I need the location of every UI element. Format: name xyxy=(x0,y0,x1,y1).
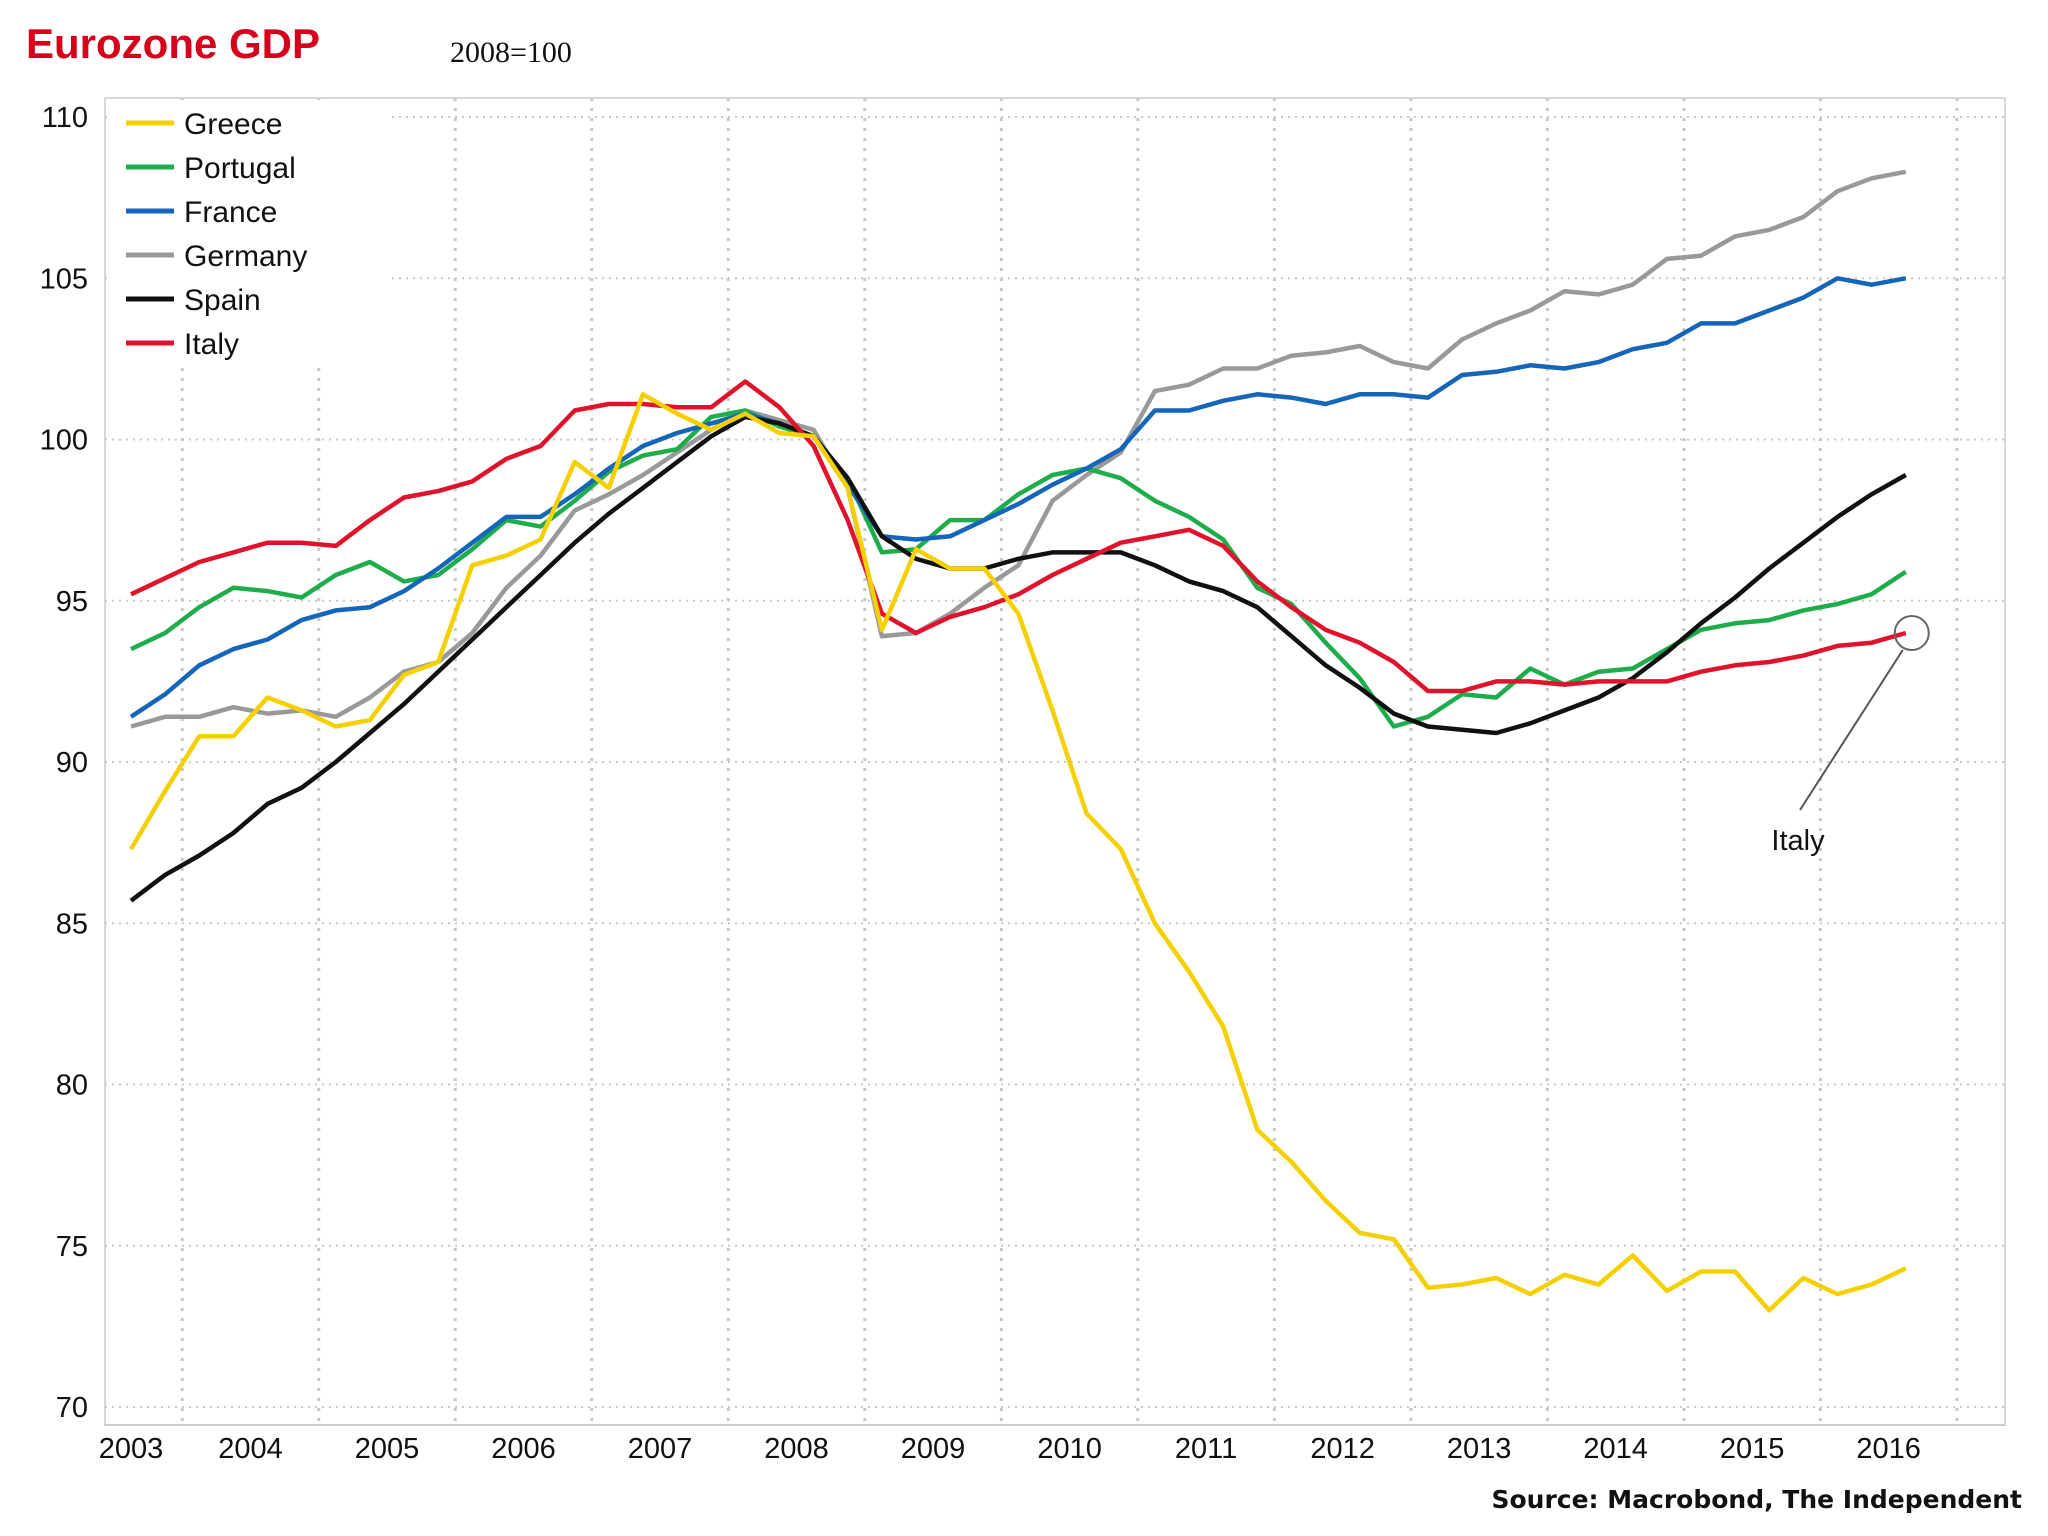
x-axis-ticks: 2003 2004 2005 2006 2007 2008 2009 2010 2011 2012… xyxy=(99,1424,2005,1465)
series-line-france xyxy=(129,276,1907,719)
x-tick-label: 2007 xyxy=(628,1433,693,1465)
y-tick-label: 75 xyxy=(56,1231,88,1263)
italy-annotation: Italy xyxy=(1771,615,1930,857)
y-axis-ticks: 70 75 80 85 90 95 100 105 110 xyxy=(40,102,88,1424)
annotation-label: Italy xyxy=(1771,825,1825,857)
x-tick-label: 2011 xyxy=(1175,1433,1237,1465)
plot-area xyxy=(104,97,2006,1426)
x-tick-label: 2010 xyxy=(1037,1433,1102,1465)
chart-title: Eurozone GDP xyxy=(26,20,320,67)
series-line-italy xyxy=(130,379,1907,694)
legend-label: Spain xyxy=(184,284,261,317)
annotation-leader-line xyxy=(1799,649,1904,811)
x-tick-label: 2005 xyxy=(355,1433,420,1465)
y-tick-label: 90 xyxy=(56,747,88,779)
legend-label: Portugal xyxy=(184,152,296,185)
annotation-circle xyxy=(1893,615,1930,651)
series-lines xyxy=(129,169,1908,1313)
source-note: Source: Macrobond, The Independent xyxy=(1491,1485,2022,1514)
y-tick-label: 110 xyxy=(42,102,88,134)
x-tick-label: 2006 xyxy=(491,1433,556,1465)
legend: Greece Portugal France Germany Spain Italy xyxy=(107,100,387,368)
x-tick-label: 2014 xyxy=(1583,1433,1648,1465)
chart-subtitle: 2008=100 xyxy=(450,36,572,69)
x-tick-label: 2008 xyxy=(764,1433,829,1465)
x-tick-label: 2004 xyxy=(218,1433,283,1465)
y-tick-label: 70 xyxy=(56,1392,88,1424)
x-tick-label: 2013 xyxy=(1447,1433,1512,1465)
legend-label: Greece xyxy=(184,108,282,141)
x-tick-label: 2015 xyxy=(1720,1433,1785,1465)
y-tick-label: 100 xyxy=(40,425,88,457)
y-tick-label: 105 xyxy=(40,263,88,295)
series-line-greece xyxy=(129,392,1907,1313)
y-tick-label: 85 xyxy=(56,908,88,940)
y-tick-label: 95 xyxy=(56,586,88,618)
x-tick-label: 2012 xyxy=(1310,1433,1375,1465)
legend-background xyxy=(107,100,387,368)
x-tick-label: 2009 xyxy=(901,1433,966,1465)
y-tick-label: 80 xyxy=(56,1070,88,1102)
x-tick-label: 2003 xyxy=(99,1433,164,1465)
legend-label: Germany xyxy=(184,240,307,273)
series-line-spain xyxy=(129,414,1907,903)
legend-label: France xyxy=(184,196,277,229)
x-tick-label: 2016 xyxy=(1856,1433,1921,1465)
legend-label: Italy xyxy=(184,328,239,361)
